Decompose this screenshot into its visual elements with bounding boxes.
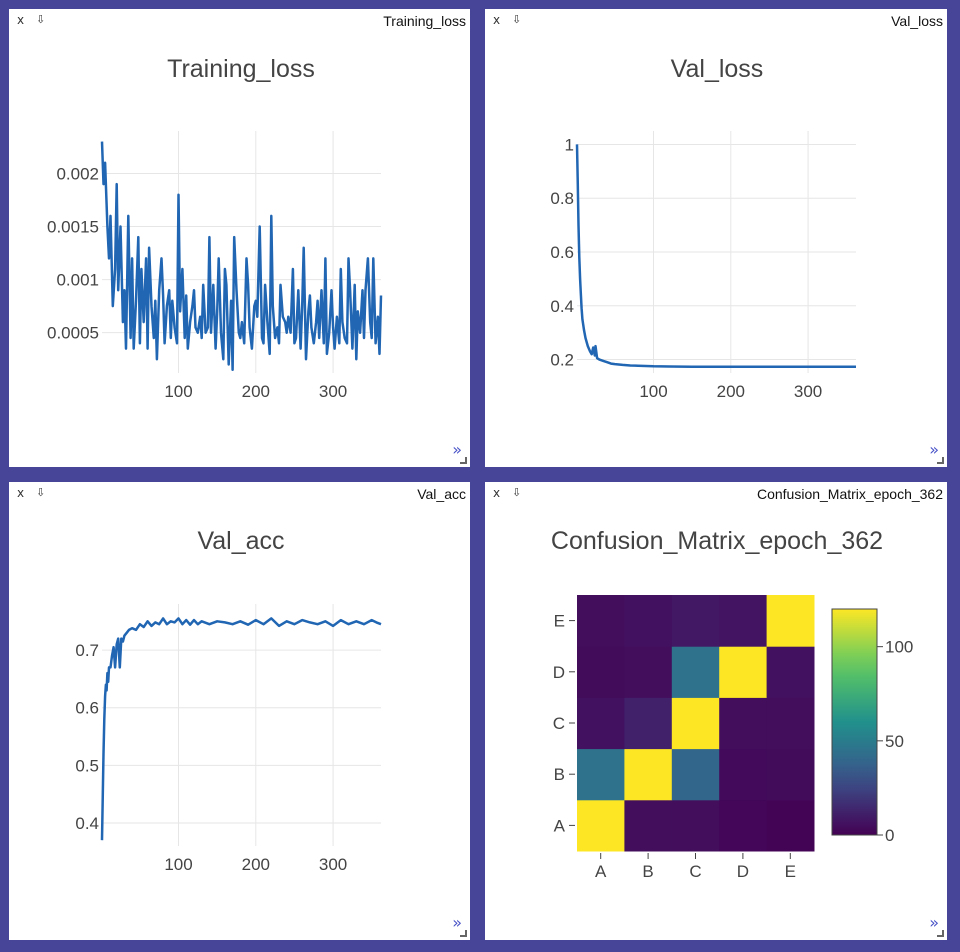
heatmap-cell [671,697,720,750]
heatmap-cell [719,748,768,801]
y-tick-label: 0.6 [550,243,574,262]
colorbar-tick-label: 50 [885,732,904,751]
y-tick-label: 0.4 [550,297,574,316]
series-line [100,141,383,372]
training-loss-pane: x ⇩ Training_loss Training_loss 100 200 30… [9,9,470,467]
chart-title: Val_acc [197,527,284,555]
y-tick-label: A [554,816,566,835]
val-loss-chart: Val_loss 100 200 300 0.2 0.4 0.6 0.8 1 [550,55,856,401]
y-tick-label: C [553,714,565,733]
resize-handle[interactable] [460,457,469,466]
confusion-matrix-pane: x ⇩ Confusion_Matrix_epoch_362 Confusion… [485,482,947,940]
heatmap-cell [719,799,768,852]
heatmap-cell [671,799,720,852]
expand-icon[interactable]: » [452,913,462,932]
heatmap-cell [671,595,720,647]
heatmap-cell [577,697,625,750]
val-acc-chart: Val_acc 100 200 300 0.4 0.5 0.6 0.7 [75,527,382,874]
x-tick-label: 200 [242,855,270,874]
expand-icon[interactable]: » [929,913,939,932]
x-tick-label: 200 [717,382,745,401]
heatmap-cell [766,697,815,750]
training-loss-chart: Training_loss 100 200 300 0.0005 0.001 0.0015… [47,55,383,401]
pane-label: Confusion_Matrix_epoch_362 [756,486,943,502]
heatmap-cell [719,595,768,647]
y-tick-label: 1 [565,135,574,154]
series-line [100,617,382,841]
y-tick-label: E [554,612,565,631]
x-tick-label: 200 [242,382,270,401]
x-tick-label: 300 [319,382,347,401]
heatmap-cell [577,748,625,801]
x-tick-label: 300 [319,855,347,874]
pane-label: Training_loss [383,13,466,29]
x-tick-label: A [595,862,607,881]
chart-title: Confusion_Matrix_epoch_362 [551,527,883,555]
download-icon[interactable]: ⇩ [512,486,522,499]
y-tick-label: 0.5 [75,756,99,775]
x-tick-label: 100 [164,855,192,874]
close-icon[interactable]: x [493,13,501,27]
download-icon[interactable]: ⇩ [36,486,46,499]
y-tick-label: 0.0015 [47,218,99,237]
chart-title: Training_loss [167,55,315,83]
x-tick-label: B [642,862,653,881]
y-tick-label: B [554,765,565,784]
heatmap-cell [624,646,673,698]
confusion-matrix-chart: Confusion_Matrix_epoch_362 A B C D E A B C D E 0 50… [551,527,913,881]
heatmap-cell [624,697,673,750]
close-icon[interactable]: x [493,486,501,500]
y-tick-label: 0.0005 [47,324,99,343]
x-tick-label: D [737,862,749,881]
val-acc-pane: x ⇩ Val_acc Val_acc 100 200 300 0.4 0.5 0.6 0.… [9,482,470,940]
heatmap-cell [719,646,768,698]
download-icon[interactable]: ⇩ [512,13,522,26]
heatmap-cell [671,646,720,698]
heatmap-cell [624,799,673,852]
resize-handle[interactable] [937,457,946,466]
y-tick-label: 0.8 [550,189,574,208]
expand-icon[interactable]: » [452,440,462,459]
x-tick-label: 100 [639,382,667,401]
y-tick-label: 0.6 [75,699,99,718]
y-tick-label: 0.4 [75,814,99,833]
val-loss-pane: x ⇩ Val_loss Val_loss 100 200 300 0.2 0.4 0.6… [485,9,947,467]
heatmap-cell [766,799,815,852]
heatmap-cell [577,595,625,647]
pane-label: Val_acc [417,486,466,502]
x-tick-label: C [689,862,701,881]
download-icon[interactable]: ⇩ [36,13,46,26]
y-tick-label: 0.2 [550,351,574,370]
y-tick-label: 0.002 [56,164,99,183]
heatmap-cell [671,748,720,801]
heatmap-cell [577,646,625,698]
heatmap-cell [624,748,673,801]
heatmap-cell [577,799,625,852]
resize-handle[interactable] [937,930,946,939]
close-icon[interactable]: x [17,486,25,500]
heatmap-cell [719,697,768,750]
y-tick-label: 0.7 [75,641,99,660]
y-tick-label: D [553,663,565,682]
x-tick-label: 100 [164,382,192,401]
close-icon[interactable]: x [17,13,25,27]
series-line [575,144,856,369]
x-tick-label: E [785,862,796,881]
colorbar-tick-label: 0 [885,826,894,845]
resize-handle[interactable] [460,930,469,939]
heatmap-cell [766,748,815,801]
colorbar-tick-label: 100 [885,638,913,657]
x-tick-label: 300 [794,382,822,401]
heatmap-cell [624,595,673,647]
pane-label: Val_loss [891,13,943,29]
heatmap-cell [766,595,815,647]
y-tick-label: 0.001 [56,271,99,290]
heatmap-cell [766,646,815,698]
colorbar [831,608,878,836]
chart-title: Val_loss [671,55,764,83]
expand-icon[interactable]: » [929,440,939,459]
